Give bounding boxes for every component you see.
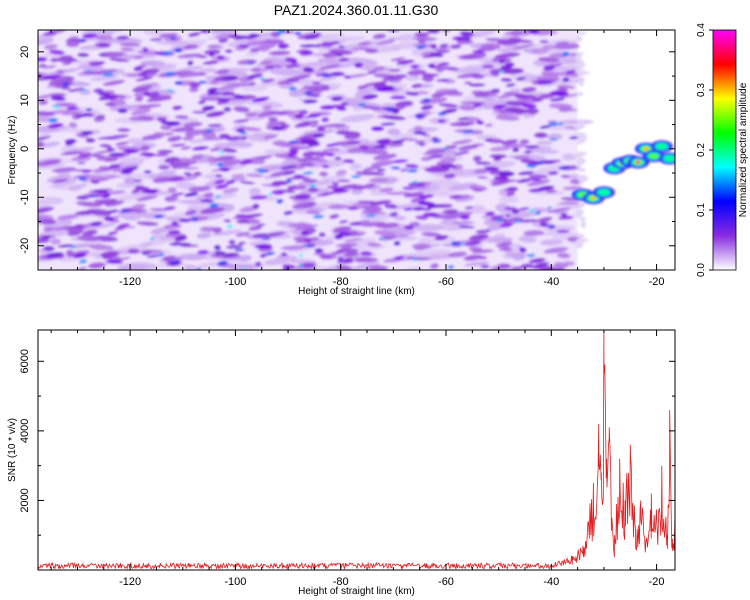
- snr-xtick-label: -20: [649, 576, 665, 588]
- colorbar-label: Normalized spectral amplitude: [738, 82, 749, 217]
- snr-xtick-label: -80: [333, 576, 349, 588]
- snr-xlabel: Height of straight line (km): [298, 586, 415, 597]
- snr-ytick-label: 4000: [19, 419, 31, 443]
- colorbar-tick-label: 0.4: [696, 23, 707, 37]
- signal-blob: [649, 153, 659, 159]
- snr-xtick-label: -100: [224, 576, 246, 588]
- snr-frame: [37, 329, 676, 571]
- snr-ytick-label: 6000: [19, 349, 31, 373]
- colorbar-gradient: [712, 29, 737, 271]
- spectrogram-xtick-label: -20: [649, 276, 665, 288]
- snr-panel: -120 -100 -80 -60 -40 -20 2000 4000 6000 Height o…: [7, 329, 676, 597]
- signal-blob: [663, 155, 675, 162]
- signal-peak: [643, 147, 649, 151]
- spectrogram-ytick-label: 0: [19, 146, 31, 152]
- colorbar: 0.0 0.1 0.2 0.3 0.4 Normalized spectral ampli…: [696, 23, 749, 277]
- snr-line-group: [38, 330, 675, 570]
- strong-signal: [571, 140, 675, 205]
- snr-xtick-label: -40: [543, 576, 559, 588]
- signal-peak: [635, 160, 641, 165]
- snr-ylabel: SNR (10 * v/v): [7, 418, 18, 482]
- snr-ytick-label: 2000: [19, 488, 31, 512]
- snr-xtick-label: -120: [119, 576, 141, 588]
- spectrogram-xlabel: Height of straight line (km): [298, 286, 415, 297]
- spectrogram-xtick-label: -40: [543, 276, 559, 288]
- signal-blob: [597, 188, 611, 196]
- spectrogram-ytick-label: -20: [19, 238, 31, 254]
- spectrogram-ytick-label: 20: [19, 46, 31, 58]
- figure-title: PAZ1.2024.360.01.11.G30: [274, 2, 439, 18]
- snr-line: [38, 330, 675, 570]
- spectrogram-xtick-label: -120: [119, 276, 141, 288]
- spectrogram-ytick-label: -10: [19, 189, 31, 205]
- snr-xtick-label: -60: [438, 576, 454, 588]
- spectrogram-frame: [37, 29, 676, 271]
- spectrogram-ylabel: Frequency (Hz): [7, 116, 18, 185]
- spectrogram-xtick-label: -60: [438, 276, 454, 288]
- spectrogram-field: [38, 30, 675, 270]
- signal-peak: [590, 196, 597, 200]
- colorbar-tick-label: 0.2: [696, 143, 707, 157]
- snr-background: [38, 330, 675, 570]
- signal-blob: [655, 142, 669, 150]
- spectrogram-ytick-label: 10: [19, 94, 31, 106]
- colorbar-tick-label: 0.0: [696, 263, 707, 277]
- noise-texture: [38, 30, 594, 270]
- colorbar-tick-label: 0.1: [696, 203, 707, 217]
- spectrogram-xtick-label: -100: [224, 276, 246, 288]
- colorbar-tick-label: 0.3: [696, 83, 707, 97]
- spectrogram-xtick-label: -80: [333, 276, 349, 288]
